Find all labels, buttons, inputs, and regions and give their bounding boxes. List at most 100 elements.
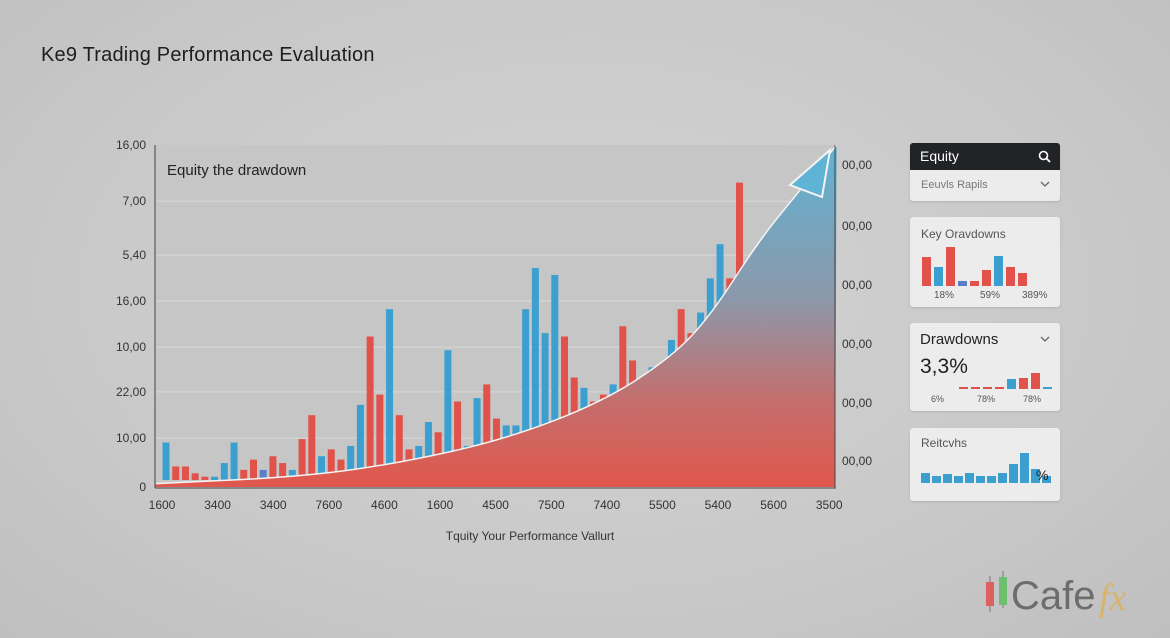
chevron-down-icon xyxy=(1040,181,1050,187)
x-tick-label: 5400 xyxy=(705,498,732,512)
mini-bar xyxy=(998,473,1007,483)
search-icon[interactable] xyxy=(1038,150,1051,163)
key-drawdowns-label: 389% xyxy=(1022,290,1048,301)
bar xyxy=(386,309,394,480)
x-axis-label: Tquity Your Performance Vallurt xyxy=(446,529,615,543)
bar xyxy=(269,456,277,480)
bar xyxy=(483,384,491,480)
returns-mini-chart xyxy=(921,453,1051,483)
bar xyxy=(531,268,539,480)
mini-bar xyxy=(994,255,1003,286)
mini-bar xyxy=(958,281,967,286)
drawdowns-panel: Drawdowns 3,3% 6% 78% 78% xyxy=(910,323,1060,411)
bar xyxy=(356,404,364,480)
mini-bar xyxy=(921,473,930,483)
returns-panel: Reitcvhs % xyxy=(910,428,1060,501)
cafefx-logo: Cafe fx xyxy=(986,571,1127,618)
x-tick-label: 4600 xyxy=(371,498,398,512)
mini-bar xyxy=(934,267,943,286)
y-tick-label: 16,00 xyxy=(116,138,146,152)
bar xyxy=(230,442,238,480)
equity-panel-title: Equity xyxy=(920,148,959,164)
equity-line xyxy=(156,144,838,485)
key-drawdowns-label: 18% xyxy=(934,290,955,301)
right-tick-label: 00,00 xyxy=(842,219,872,233)
chevron-down-icon[interactable] xyxy=(1040,336,1050,343)
bar xyxy=(162,442,170,480)
right-tick-label: 00,00 xyxy=(842,278,872,292)
bar xyxy=(522,309,530,480)
drawdowns-title: Drawdowns xyxy=(920,331,999,348)
returns-unit: % xyxy=(1036,467,1049,483)
drawdowns-value: 3,3% xyxy=(920,355,968,378)
mini-bar xyxy=(970,281,979,286)
drawdowns-mini-chart xyxy=(959,371,1052,389)
bar xyxy=(298,439,306,480)
mini-bar xyxy=(922,256,931,286)
y-tick-label: 22,00 xyxy=(116,385,146,399)
bar xyxy=(259,469,267,480)
mini-bar xyxy=(1042,475,1051,483)
mini-bar xyxy=(995,387,1004,389)
bar xyxy=(541,333,549,480)
mini-bar xyxy=(1009,464,1018,483)
bar xyxy=(279,463,287,480)
chart-title: Equity the drawdown xyxy=(167,162,306,179)
returns-title: Reitcvhs xyxy=(921,436,968,450)
bar xyxy=(181,466,189,480)
y-tick-label: 16,00 xyxy=(116,294,146,308)
x-tick-label: 7400 xyxy=(593,498,620,512)
mini-bar xyxy=(959,387,968,389)
equity-area xyxy=(155,145,837,487)
y-tick-label: 7,00 xyxy=(123,194,147,208)
mini-bar xyxy=(1031,468,1040,483)
bar xyxy=(473,398,481,480)
bar xyxy=(327,449,335,480)
mini-bar xyxy=(1019,377,1028,389)
drawdowns-label: 78% xyxy=(1023,394,1042,404)
bar xyxy=(220,463,228,480)
bar xyxy=(395,415,403,480)
bar xyxy=(191,473,199,480)
x-tick-label: 5500 xyxy=(649,498,676,512)
x-tick-label: 3400 xyxy=(204,498,231,512)
mini-bar xyxy=(943,474,952,483)
mini-bar xyxy=(976,475,985,483)
right-tick-label: 00,00 xyxy=(842,337,872,351)
mini-bar xyxy=(1043,387,1052,389)
svg-text:Cafe: Cafe xyxy=(1011,574,1096,618)
bar xyxy=(424,422,432,480)
x-tick-label: 3400 xyxy=(260,498,287,512)
y-tick-label: 0 xyxy=(139,480,146,494)
mini-bar xyxy=(987,476,996,483)
x-tick-label: 1600 xyxy=(427,498,454,512)
bar xyxy=(337,459,345,480)
x-tick-label: 5600 xyxy=(760,498,787,512)
bar xyxy=(172,466,180,480)
x-tick-label: 7500 xyxy=(538,498,565,512)
bar xyxy=(376,394,384,480)
right-tick-label: 00,00 xyxy=(842,158,872,172)
y-tick-label: 10,00 xyxy=(116,340,146,354)
equity-select[interactable]: Eeuvls Rapils xyxy=(910,170,1060,201)
drawdowns-label: 6% xyxy=(931,394,945,404)
x-tick-label: 7600 xyxy=(315,498,342,512)
drawdowns-label: 78% xyxy=(977,394,996,404)
equity-panel: Equity Eeuvls Rapils xyxy=(910,143,1060,201)
mini-bar xyxy=(1018,272,1027,286)
y-tick-label: 5,40 xyxy=(123,248,147,262)
bar xyxy=(308,415,316,480)
mini-bar xyxy=(1031,372,1040,389)
bar xyxy=(551,274,559,480)
mini-bar xyxy=(983,387,992,389)
bar xyxy=(347,445,355,480)
key-drawdowns-label: 59% xyxy=(980,290,1001,301)
mini-bar xyxy=(971,387,980,389)
bar xyxy=(454,401,462,480)
key-drawdowns-panel: Key Oravdowns 18% 59% 389% xyxy=(910,217,1060,307)
mini-bar xyxy=(965,473,974,483)
bar xyxy=(201,476,209,480)
page-title: Ke9 Trading Performance Evaluation xyxy=(41,44,375,66)
equity-select-value: Eeuvls Rapils xyxy=(921,179,988,191)
mini-bar xyxy=(1020,453,1029,483)
